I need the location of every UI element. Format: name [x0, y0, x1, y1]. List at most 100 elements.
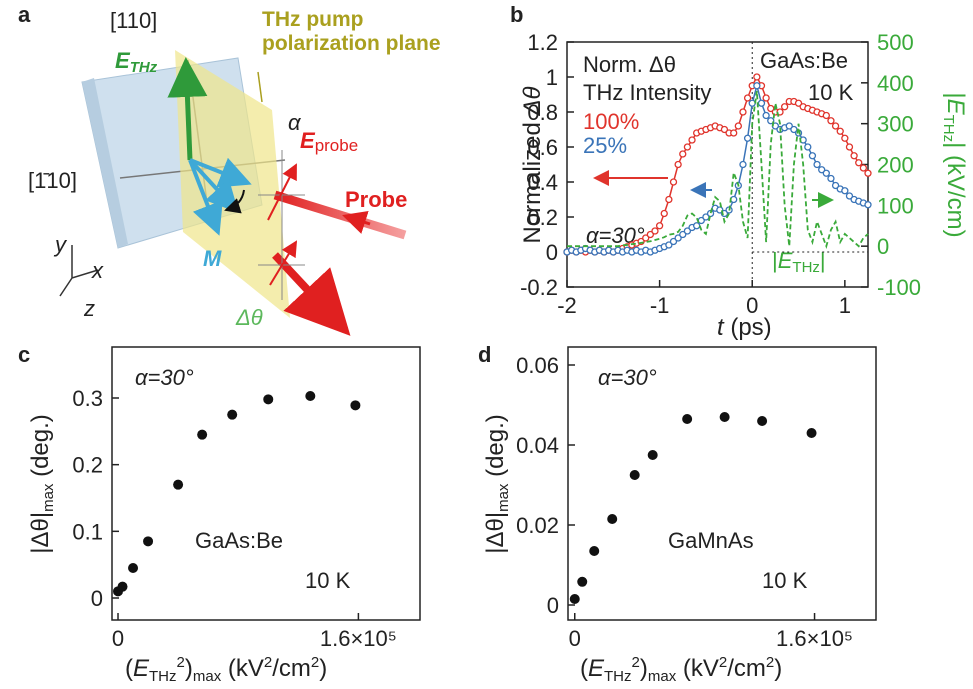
x-axis-label: (kV: [676, 655, 719, 682]
data-point: [845, 192, 854, 200]
label: probe: [315, 136, 358, 155]
data-point: [831, 181, 840, 190]
data-point: [734, 122, 742, 130]
label: [110]: [110, 8, 157, 33]
plot-frame: [111, 346, 421, 621]
y2-tick-label: 0: [877, 234, 889, 259]
data-point: [660, 209, 668, 218]
y-axis-label: (deg.): [27, 414, 54, 483]
label: Eprobe: [300, 128, 358, 155]
data-point: [679, 230, 687, 239]
m-arrow: [188, 159, 223, 236]
data-point: [642, 234, 650, 242]
rotation-arrow: [224, 189, 245, 214]
legend-label: 100%: [583, 109, 639, 134]
data-point: [607, 514, 618, 524]
y-axis-label: |Δθ|max (deg.): [482, 414, 512, 554]
data-point: [674, 160, 682, 169]
y-axis-label: max: [495, 483, 512, 512]
x-tick-label: 0: [746, 293, 758, 318]
y-axis-label: Normalized Δθ: [519, 86, 546, 243]
y2-tick-label: 200: [877, 153, 914, 178]
y2-axis-label: THz: [940, 115, 957, 143]
data-point: [864, 201, 872, 209]
data-point: [577, 576, 588, 587]
label: ETHz: [115, 48, 158, 76]
y-tick-label: 0.3: [72, 386, 103, 411]
data-point: [651, 227, 659, 235]
x-axis-label: max: [648, 668, 677, 685]
data-point: [683, 143, 692, 151]
y-axis-label: Δθ: [519, 86, 546, 116]
data-point: [753, 73, 761, 81]
annotation: 10 K: [762, 568, 808, 593]
annotation: GaAs:Be: [760, 48, 848, 73]
data-point: [665, 195, 673, 204]
panel-c-texts: c α=30° GaAs:Be 10 K: [18, 342, 351, 593]
y-tick-label: 0.06: [516, 353, 559, 378]
label: z: [83, 296, 95, 321]
label: E: [300, 128, 316, 153]
label: THz pump: [262, 8, 363, 31]
y-tick-label: 0.2: [527, 205, 558, 230]
data-point: [743, 94, 752, 102]
legend-title: Norm. Δθ: [583, 52, 676, 77]
data-point: [688, 136, 696, 144]
panel-label: c: [18, 342, 30, 367]
label: E: [115, 48, 131, 73]
data-point: [864, 169, 872, 177]
data-point: [808, 152, 817, 160]
x-axis-label: (: [125, 655, 133, 682]
probe-beam: [273, 190, 407, 240]
data-point: [804, 143, 812, 151]
y2-axis-label: |: [942, 92, 969, 98]
data-point: [655, 222, 664, 230]
x-axis-label: /cm: [272, 655, 311, 682]
x-axis-label: t: [717, 314, 725, 341]
x-tick-label: 0: [569, 626, 581, 651]
crystal-edge: [82, 78, 128, 248]
data-point: [669, 178, 678, 186]
y-axis-label: (deg.): [482, 414, 509, 483]
annotation: GaAs:Be: [195, 528, 283, 553]
data-point: [822, 111, 830, 120]
data-point: [669, 237, 678, 246]
data-point: [305, 391, 316, 401]
x-axis-label: 2: [264, 654, 272, 671]
data-point: [790, 125, 798, 134]
x-axis-label: ): [774, 655, 782, 682]
coord-axes: [59, 245, 99, 297]
data-point: [841, 134, 849, 142]
y-axis-label: max: [40, 483, 57, 512]
label: M: [203, 246, 222, 271]
y-tick-label: 0.2: [72, 453, 103, 478]
e-thz-arrow: [167, 57, 208, 161]
label: α: [288, 110, 302, 135]
data-point: [197, 429, 208, 440]
probe-arrow: [342, 210, 371, 234]
label: Probe: [345, 187, 407, 212]
label: y: [53, 232, 68, 257]
y-tick-label: 0: [91, 586, 103, 611]
data-point: [855, 159, 863, 167]
data-point: [569, 594, 580, 604]
data-point: [794, 99, 803, 107]
data-point: [350, 400, 361, 411]
x-tick-label: 1.6×10⁵: [320, 626, 397, 651]
annotation: α=30°: [135, 365, 194, 390]
data-point: [859, 164, 868, 172]
x-tick-label: 1: [839, 293, 851, 318]
data-point: [719, 412, 730, 422]
x-axis-label: (ETHz2)max (kV2/cm2): [580, 654, 782, 685]
y-tick-label: -0.2: [520, 275, 558, 300]
y2-tick-label: 500: [877, 30, 914, 55]
x-axis-label: THz: [149, 668, 177, 685]
label: Δθ: [235, 305, 263, 330]
y-tick-label: 0: [546, 240, 558, 265]
data-point: [720, 125, 729, 134]
y2-tick-label: 100: [877, 193, 914, 218]
data-point: [730, 129, 738, 137]
data-point: [836, 127, 844, 135]
x-axis-label: (ps): [724, 314, 772, 341]
annotation: |: [772, 248, 778, 273]
